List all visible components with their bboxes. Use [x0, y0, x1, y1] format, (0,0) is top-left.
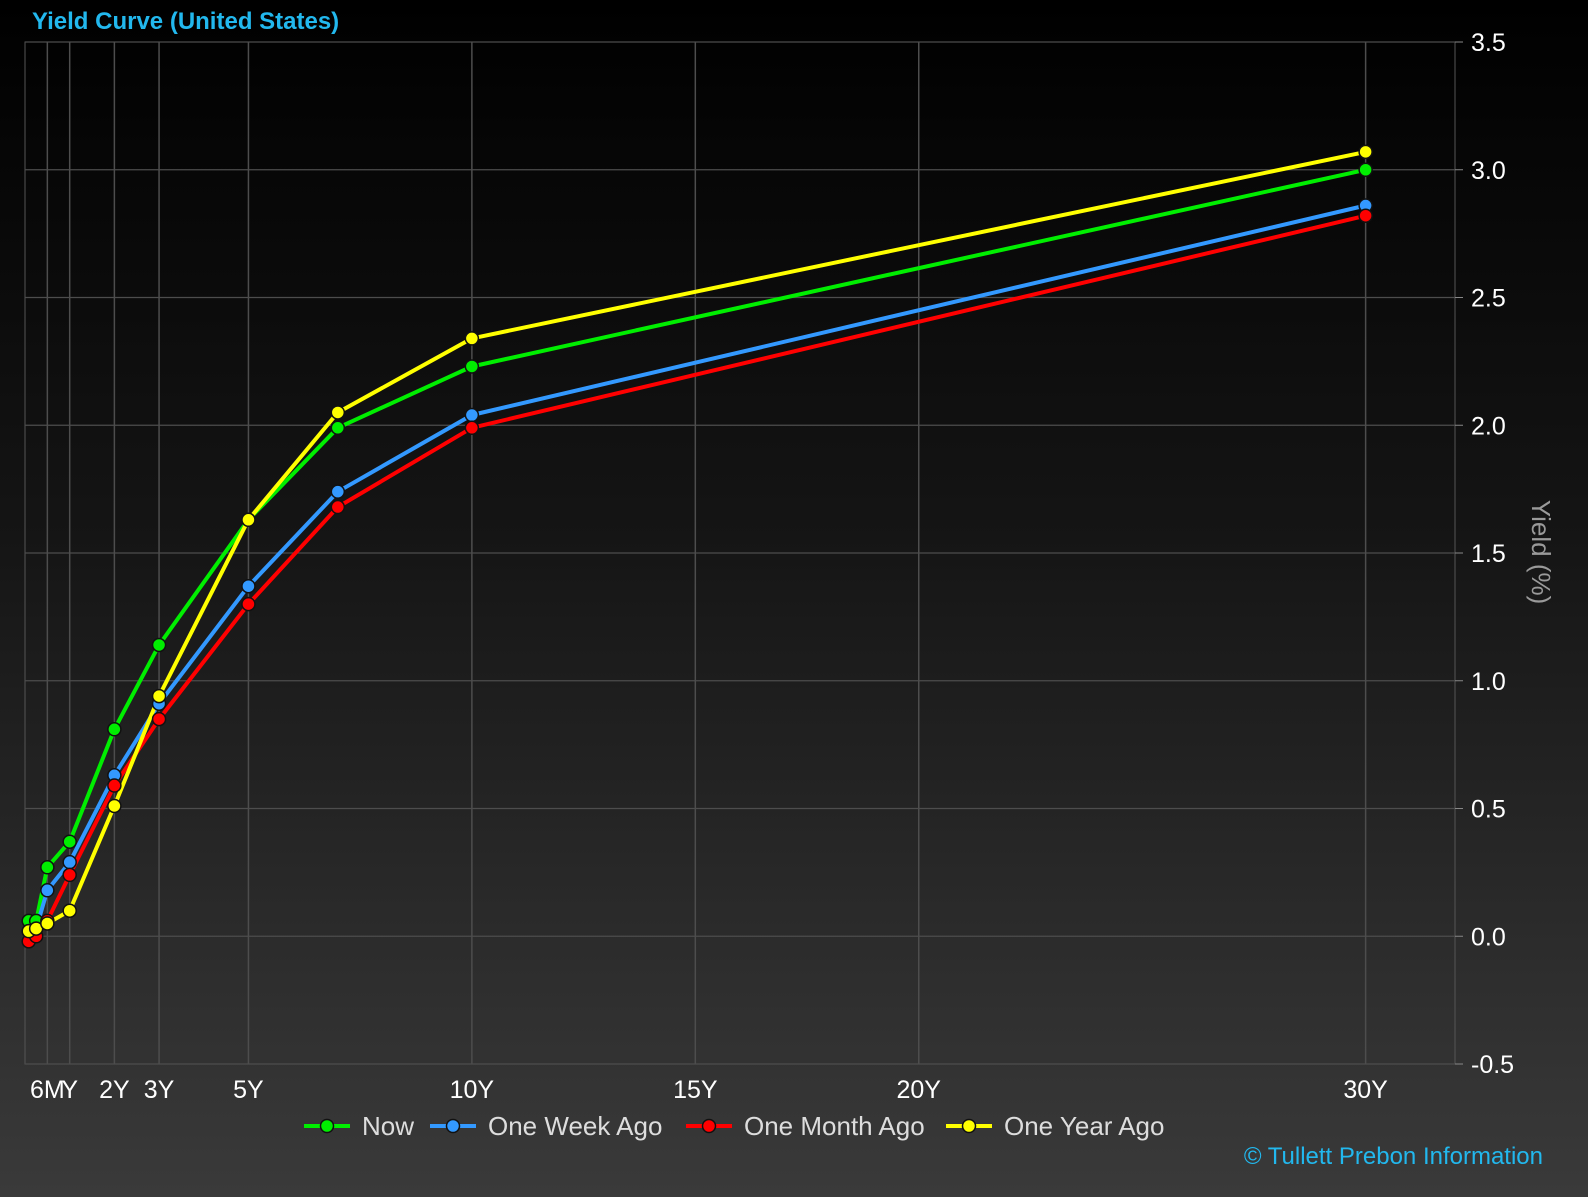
legend-marker	[445, 1118, 461, 1134]
legend-label: One Year Ago	[1004, 1111, 1164, 1141]
data-point	[40, 916, 55, 931]
x-tick-label: 6M	[30, 1076, 65, 1104]
data-point	[241, 578, 256, 594]
y-tick-label: 2.0	[1471, 412, 1506, 440]
data-point	[464, 331, 480, 346]
series-line	[28, 203, 1367, 933]
series-line	[27, 213, 1367, 944]
y-tick-label: 1.0	[1471, 668, 1506, 696]
data-point	[241, 596, 256, 612]
y-tick-label: 0.0	[1471, 923, 1506, 951]
x-tick-label: 15Y	[673, 1076, 718, 1104]
data-point	[62, 867, 77, 883]
data-point	[62, 903, 77, 918]
data-point	[151, 637, 167, 653]
data-point	[330, 499, 346, 515]
x-tick-label: 30Y	[1343, 1076, 1388, 1104]
legend-label: Now	[362, 1111, 414, 1141]
data-point	[107, 722, 122, 737]
y-tick-label: -0.5	[1471, 1051, 1514, 1079]
x-tick-label: 3Y	[144, 1076, 175, 1104]
legend-label: One Week Ago	[488, 1111, 662, 1141]
x-tick-label: 2Y	[99, 1076, 130, 1104]
x-tick-label: 5Y	[233, 1076, 264, 1104]
y-tick-label: 1.5	[1471, 540, 1506, 568]
y-tick-label: 3.0	[1471, 157, 1506, 185]
y-axis-title: Yield (%)	[1526, 500, 1556, 605]
data-point	[241, 512, 256, 528]
source-credit: © Tullett Prebon Information	[1243, 1143, 1543, 1170]
legend-marker	[701, 1118, 717, 1134]
data-point	[330, 420, 346, 436]
data-point	[151, 688, 167, 704]
data-point	[40, 860, 55, 875]
series-line	[28, 149, 1367, 933]
data-point	[40, 883, 55, 898]
y-tick-label: 2.5	[1471, 285, 1506, 313]
legend-marker	[319, 1118, 335, 1134]
data-point	[1358, 144, 1373, 160]
data-point	[62, 854, 77, 870]
data-point	[464, 407, 480, 423]
legend-marker	[961, 1118, 977, 1134]
x-tick-label: Y	[61, 1076, 78, 1104]
data-point	[151, 711, 167, 727]
data-point	[107, 798, 122, 814]
data-point	[464, 420, 480, 436]
data-point	[62, 834, 77, 849]
y-tick-label: 3.5	[1471, 29, 1506, 57]
legend-label: One Month Ago	[744, 1111, 925, 1141]
chart-title: Yield Curve (United States)	[32, 8, 340, 35]
x-tick-label: 20Y	[897, 1076, 942, 1104]
data-point	[107, 778, 122, 793]
data-point	[330, 484, 346, 499]
y-tick-label: 0.5	[1471, 796, 1506, 824]
x-tick-label: 10Y	[450, 1076, 495, 1104]
data-point	[1358, 162, 1373, 177]
data-point	[464, 359, 480, 374]
data-point	[330, 405, 346, 420]
data-point	[1358, 208, 1373, 223]
